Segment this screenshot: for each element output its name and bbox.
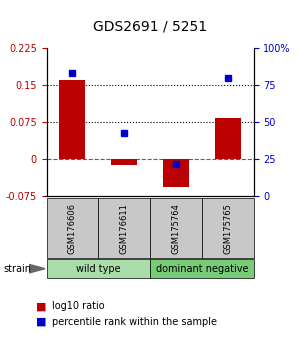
Bar — [215, 118, 241, 159]
Text: ■: ■ — [36, 301, 46, 311]
Text: percentile rank within the sample: percentile rank within the sample — [52, 317, 218, 327]
Text: strain: strain — [3, 264, 31, 274]
Text: dominant negative: dominant negative — [155, 264, 248, 274]
Bar — [59, 80, 85, 159]
Text: log10 ratio: log10 ratio — [52, 301, 105, 311]
Bar — [163, 159, 189, 187]
Polygon shape — [28, 264, 45, 273]
Text: ■: ■ — [36, 317, 46, 327]
Text: wild type: wild type — [76, 264, 121, 274]
Text: GSM176606: GSM176606 — [68, 203, 77, 254]
Text: GSM176611: GSM176611 — [120, 203, 129, 254]
Bar — [111, 159, 137, 165]
Text: GDS2691 / 5251: GDS2691 / 5251 — [93, 19, 207, 34]
Text: GSM175764: GSM175764 — [171, 203, 180, 254]
Text: GSM175765: GSM175765 — [223, 203, 232, 254]
